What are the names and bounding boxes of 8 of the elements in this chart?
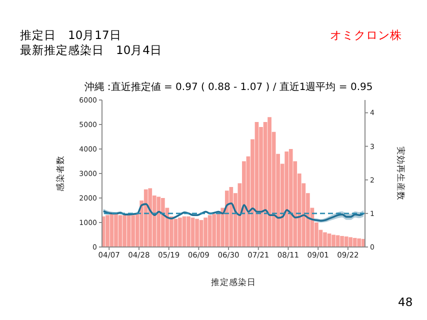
text: 最新推定感染日 10月4日 (20, 43, 162, 58)
y-axis-title: 感染者数 (55, 156, 66, 192)
text: 48 (398, 295, 413, 309)
x-axis-title: 推定感染日 (211, 277, 256, 288)
text: オミクロン株 (330, 28, 402, 43)
y2-axis-title: 実効再生産数 (394, 146, 406, 200)
text: 推定日 10月17日 (20, 28, 122, 43)
chart-title: 沖縄 :直近推定値 = 0.97 ( 0.88 - 1.07 ) / 直近1週平均 = 0.95 (83, 80, 374, 94)
